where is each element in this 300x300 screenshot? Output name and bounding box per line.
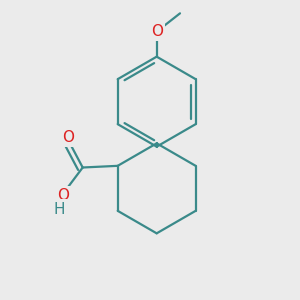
- Text: O: O: [57, 188, 69, 203]
- Text: O: O: [151, 24, 163, 39]
- Text: O: O: [62, 130, 74, 145]
- Text: H: H: [54, 202, 65, 217]
